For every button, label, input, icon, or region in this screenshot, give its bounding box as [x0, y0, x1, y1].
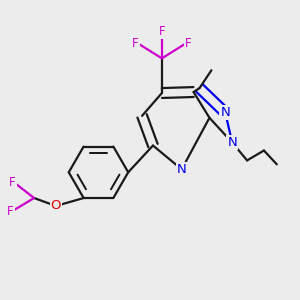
- Text: F: F: [9, 176, 16, 189]
- Text: F: F: [159, 25, 165, 38]
- Text: N: N: [177, 163, 187, 176]
- Text: N: N: [227, 136, 237, 149]
- Text: F: F: [132, 37, 139, 50]
- Text: F: F: [7, 206, 14, 218]
- Text: O: O: [51, 200, 61, 212]
- Text: F: F: [185, 37, 192, 50]
- Text: N: N: [220, 106, 230, 119]
